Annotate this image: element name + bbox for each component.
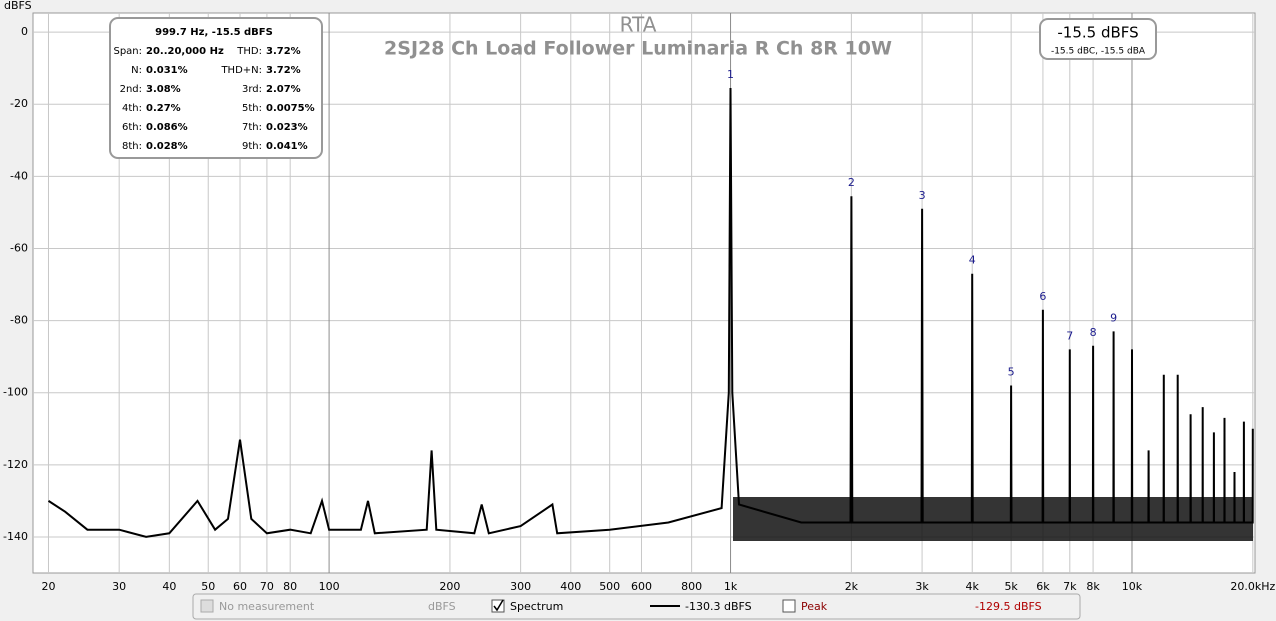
legend-text: Spectrum	[510, 600, 563, 613]
info-box	[109, 17, 323, 159]
harmonic-label: 7	[1066, 329, 1073, 342]
y-tick-label: -140	[3, 530, 28, 543]
info-header: 999.7 Hz, -15.5 dBFS	[155, 27, 273, 38]
info-cell: 0.27%	[146, 103, 181, 114]
info-cell: 0.041%	[266, 141, 308, 152]
x-tick-label: 300	[510, 580, 531, 593]
harmonic-label: 9	[1110, 311, 1117, 324]
legend-text: dBFS	[428, 600, 456, 613]
y-tick-label: -60	[10, 241, 28, 254]
info-cell: 3rd:	[242, 84, 262, 95]
y-tick-label: -40	[10, 169, 28, 182]
x-tick-label: 200	[439, 580, 460, 593]
harmonic-label: 3	[919, 189, 926, 202]
y-tick-label: -20	[10, 97, 28, 110]
harmonic-label: 1	[727, 68, 734, 81]
x-tick-label: 5k	[1004, 580, 1018, 593]
chart-subtitle: 2SJ28 Ch Load Follower Luminaria R Ch 8R…	[384, 38, 892, 60]
info-cell: 3.72%	[266, 46, 301, 57]
info-cell: 5th:	[242, 103, 262, 114]
x-tick-label: 70	[260, 580, 274, 593]
info-cell: 3.72%	[266, 65, 301, 76]
info-cell: 9th:	[242, 141, 262, 152]
x-tick-label: 1k	[724, 580, 738, 593]
harmonic-label: 6	[1039, 290, 1046, 303]
legend-text: -130.3 dBFS	[685, 600, 752, 613]
x-tick-label: 8k	[1086, 580, 1100, 593]
info-cell: 0.028%	[146, 141, 188, 152]
y-tick-label: -100	[3, 386, 28, 399]
x-tick-label: 3k	[915, 580, 929, 593]
y-tick-label: 0	[21, 25, 28, 38]
info-cell: 0.086%	[146, 122, 188, 133]
info-cell: 0.0075%	[266, 103, 315, 114]
info-cell: 8th:	[122, 141, 142, 152]
level-box	[1039, 18, 1157, 60]
x-tick-label: 6k	[1036, 580, 1050, 593]
info-cell: 20..20,000 Hz	[146, 46, 224, 57]
harmonic-label: 5	[1008, 365, 1015, 378]
x-tick-label: 600	[631, 580, 652, 593]
x-tick-label: 4k	[966, 580, 980, 593]
info-cell: 6th:	[122, 122, 142, 133]
harmonic-label: 8	[1090, 326, 1097, 339]
x-tick-label: 30	[112, 580, 126, 593]
legend-bar	[192, 593, 1081, 620]
info-cell: N:	[131, 65, 142, 76]
info-cell: 2.07%	[266, 84, 301, 95]
x-tick-label: 80	[283, 580, 297, 593]
y-tick-label: -80	[10, 314, 28, 327]
harmonic-label: 4	[969, 254, 976, 267]
chart-title: RTA	[620, 13, 657, 37]
x-tick-label: 10k	[1122, 580, 1143, 593]
noise-floor	[733, 497, 1253, 541]
x-tick-label: 20	[41, 580, 55, 593]
x-tick-label: 800	[681, 580, 702, 593]
x-tick-label: 100	[319, 580, 340, 593]
info-cell: 0.031%	[146, 65, 188, 76]
checkbox[interactable]	[200, 599, 214, 613]
info-cell: 3.08%	[146, 84, 181, 95]
info-cell: 4th:	[122, 103, 142, 114]
info-cell: THD+N:	[220, 65, 262, 76]
x-tick-label: 50	[201, 580, 215, 593]
x-tick-label: 60	[233, 580, 247, 593]
x-tick-label: 20.0kHz	[1230, 580, 1275, 593]
check-mark	[493, 599, 504, 612]
info-cell: THD:	[236, 46, 262, 57]
level-weighted: -15.5 dBC, -15.5 dBA	[1051, 47, 1146, 57]
x-tick-label: 40	[162, 580, 176, 593]
y-tick-label: -120	[3, 458, 28, 471]
x-tick-label: 400	[560, 580, 581, 593]
legend-text: No measurement	[219, 600, 315, 613]
checkbox[interactable]	[782, 599, 796, 613]
info-cell: Span:	[113, 46, 142, 57]
x-tick-label: 7k	[1063, 580, 1077, 593]
spectrum-line	[47, 87, 1254, 538]
x-tick-label: 2k	[845, 580, 859, 593]
x-tick-label: 500	[599, 580, 620, 593]
info-cell: 7th:	[242, 122, 262, 133]
info-cell: 2nd:	[120, 84, 142, 95]
level-value: -15.5 dBFS	[1057, 24, 1138, 42]
harmonic-label: 2	[848, 176, 855, 189]
legend-text: -129.5 dBFS	[975, 600, 1042, 613]
info-cell: 0.023%	[266, 122, 308, 133]
legend-text: Peak	[801, 600, 828, 613]
y-axis-label: dBFS	[4, 0, 32, 12]
